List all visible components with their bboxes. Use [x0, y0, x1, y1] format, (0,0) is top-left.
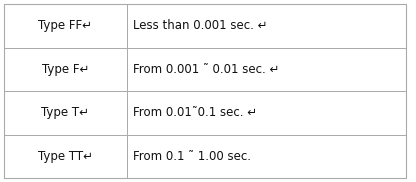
Bar	[126, 4, 406, 48]
Bar	[4, 48, 126, 91]
Text: From 0.01˜0.1 sec. ↵: From 0.01˜0.1 sec. ↵	[133, 106, 257, 119]
Bar	[126, 91, 406, 134]
Text: From 0.1 ˜ 1.00 sec.: From 0.1 ˜ 1.00 sec.	[133, 150, 250, 163]
Bar	[4, 4, 126, 48]
Text: Type F↵: Type F↵	[42, 63, 89, 76]
Text: Type TT↵: Type TT↵	[38, 150, 93, 163]
Bar	[126, 48, 406, 91]
Bar	[4, 91, 126, 134]
Text: Type T↵: Type T↵	[41, 106, 89, 119]
Text: Type FF↵: Type FF↵	[38, 19, 92, 32]
Bar	[126, 134, 406, 178]
Text: Less than 0.001 sec. ↵: Less than 0.001 sec. ↵	[133, 19, 267, 32]
Text: From 0.001 ˜ 0.01 sec. ↵: From 0.001 ˜ 0.01 sec. ↵	[133, 63, 279, 76]
Bar	[4, 134, 126, 178]
